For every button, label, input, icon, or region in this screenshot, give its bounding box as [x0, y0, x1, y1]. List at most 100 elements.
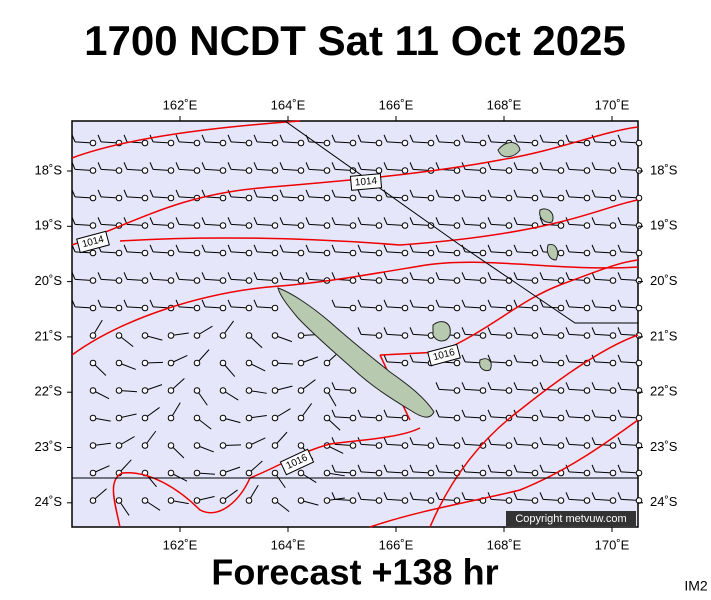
station — [297, 497, 305, 504]
station — [453, 167, 461, 174]
station — [609, 359, 617, 367]
barb-flag — [71, 244, 76, 253]
station — [609, 332, 617, 339]
barb-flag — [71, 189, 76, 198]
barb-flag — [383, 492, 388, 500]
barb-flag — [513, 244, 518, 253]
barb-flag — [435, 162, 440, 170]
station — [271, 167, 279, 174]
station — [219, 387, 227, 394]
barb-flag — [201, 272, 206, 280]
station — [297, 194, 305, 202]
station — [141, 249, 149, 257]
lat-label: 24˚S — [35, 494, 63, 509]
barb-flag — [539, 409, 544, 418]
station — [349, 167, 357, 174]
lon-label: 164˚E — [271, 537, 306, 552]
station — [193, 414, 201, 422]
barb-flag — [565, 437, 570, 445]
barb-flag — [305, 244, 310, 253]
barb-flag — [617, 409, 622, 418]
barb-flag — [461, 354, 466, 363]
station — [115, 194, 123, 202]
station — [271, 387, 279, 394]
barb-flag — [331, 217, 336, 225]
station — [193, 469, 201, 477]
barb-flag — [331, 189, 336, 198]
station — [583, 194, 591, 202]
station — [219, 139, 227, 147]
station — [479, 277, 487, 284]
barb-flag — [201, 162, 206, 170]
station — [401, 414, 409, 422]
station — [219, 469, 227, 477]
barb-flag — [383, 162, 388, 170]
station — [115, 442, 123, 449]
station — [375, 304, 383, 312]
station — [505, 167, 513, 174]
station — [141, 497, 149, 504]
station — [245, 442, 253, 449]
barb-flag — [357, 162, 362, 170]
lon-label: 168˚E — [487, 97, 522, 112]
lat-label: 20˚S — [650, 273, 678, 288]
barb-flag — [123, 189, 128, 198]
station — [271, 497, 279, 504]
barb-flag — [383, 464, 388, 473]
station — [635, 277, 643, 284]
station — [453, 249, 461, 257]
station — [583, 332, 591, 339]
station — [531, 469, 539, 477]
barb-flag — [513, 382, 518, 390]
barb-flag — [97, 162, 102, 170]
station — [375, 442, 383, 449]
barb-flag — [279, 217, 284, 225]
station — [219, 442, 227, 449]
station — [349, 497, 357, 504]
barb-flag — [279, 162, 284, 170]
barb-flag — [253, 189, 258, 198]
station — [479, 249, 487, 257]
barb-flag — [253, 299, 258, 308]
station — [609, 414, 617, 422]
barb-flag — [305, 217, 310, 225]
station — [193, 304, 201, 312]
station — [297, 359, 305, 367]
station — [219, 167, 227, 174]
station — [115, 387, 123, 394]
barb-flag — [461, 327, 466, 335]
barb-flag — [149, 162, 154, 170]
barb-flag — [279, 134, 284, 143]
station — [505, 332, 513, 339]
station — [479, 414, 487, 422]
station — [323, 497, 331, 504]
barb-flag — [435, 382, 440, 390]
station — [323, 249, 331, 257]
barb-flag — [435, 134, 440, 143]
barb-flag — [513, 162, 518, 170]
barb-flag — [487, 464, 492, 473]
barb-flag — [409, 299, 414, 308]
barb-flag — [175, 244, 180, 253]
station — [115, 277, 123, 284]
barb-flag — [565, 492, 570, 500]
barb-flag — [565, 189, 570, 198]
station — [557, 359, 565, 367]
barb-flag — [253, 217, 258, 225]
barb-flag — [357, 217, 362, 225]
station — [479, 167, 487, 174]
station — [505, 497, 513, 504]
lat-label: 19˚S — [650, 218, 678, 233]
station — [635, 222, 643, 229]
station — [89, 414, 97, 422]
station — [531, 167, 539, 174]
station — [271, 304, 279, 312]
barb-flag — [227, 189, 232, 198]
barb-flag — [383, 217, 388, 225]
station — [505, 442, 513, 449]
station — [323, 222, 331, 229]
station — [609, 194, 617, 202]
barb-flag — [201, 244, 206, 253]
barb-flag — [97, 189, 102, 198]
barb-flag — [383, 437, 388, 445]
